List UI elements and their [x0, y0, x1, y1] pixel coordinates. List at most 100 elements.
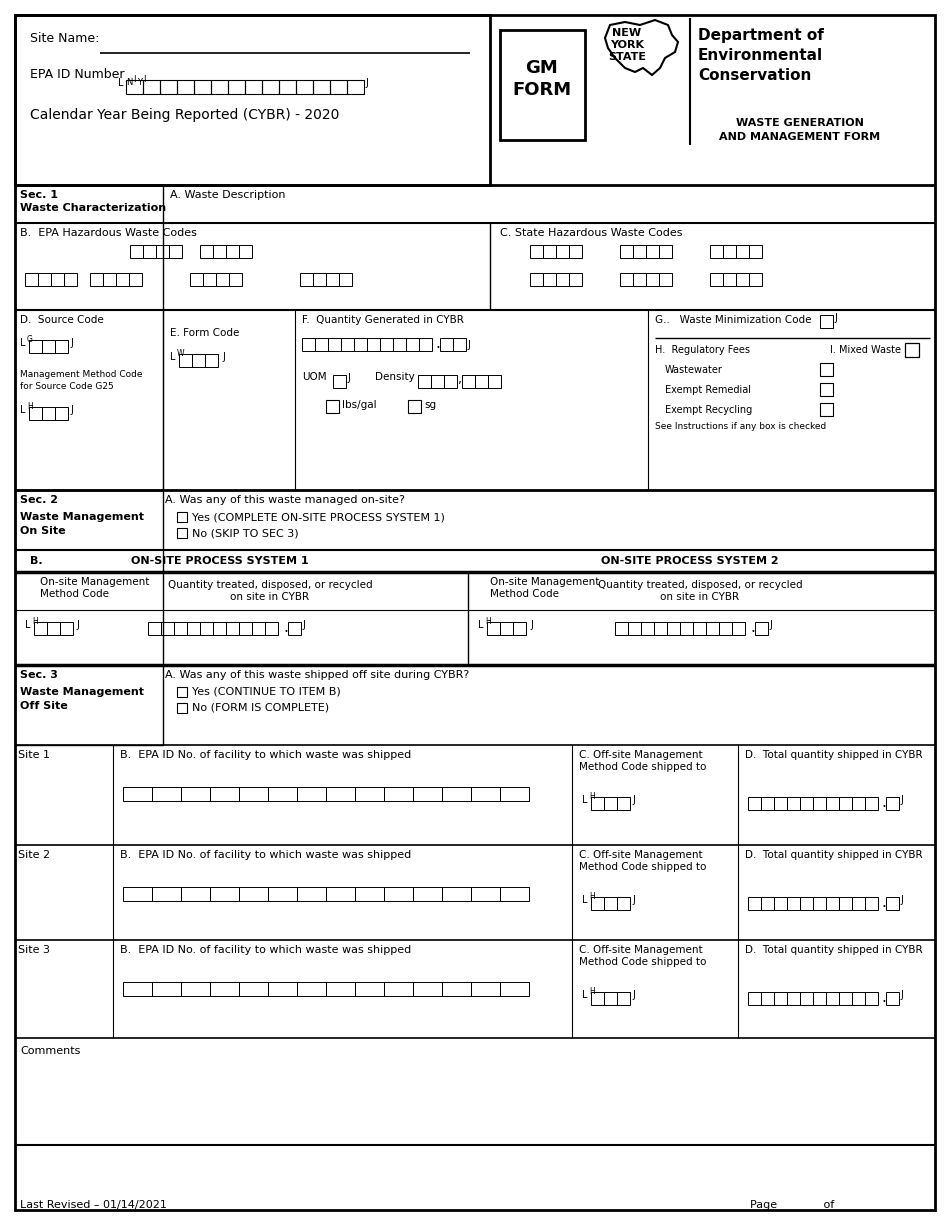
Bar [143, 245, 156, 258]
Bar [262, 80, 279, 93]
Bar [604, 897, 617, 910]
Bar [852, 897, 865, 910]
Text: Department of: Department of [698, 28, 824, 43]
Bar [826, 993, 839, 1005]
Bar [413, 887, 442, 902]
Text: J: J [900, 795, 902, 804]
Bar [64, 273, 77, 287]
Bar [442, 787, 471, 801]
Bar [886, 897, 899, 910]
Bar [226, 622, 239, 635]
Bar [179, 354, 192, 367]
Bar [177, 528, 187, 538]
Bar [245, 80, 262, 93]
Text: Site 3: Site 3 [18, 945, 50, 954]
Text: Waste Management: Waste Management [20, 512, 144, 522]
Text: L: L [118, 77, 124, 89]
Bar [706, 622, 719, 635]
Bar [820, 315, 833, 328]
Bar [239, 245, 252, 258]
Bar [34, 622, 47, 635]
Text: ON-SITE PROCESS SYSTEM 2: ON-SITE PROCESS SYSTEM 2 [601, 556, 779, 566]
Bar [800, 993, 813, 1005]
Bar [187, 622, 200, 635]
Text: Comments: Comments [20, 1046, 81, 1057]
Bar [530, 245, 543, 258]
Bar [530, 273, 543, 287]
Text: Yes (CONTINUE TO ITEM B): Yes (CONTINUE TO ITEM B) [192, 688, 341, 697]
Bar [462, 375, 475, 387]
Bar [213, 245, 226, 258]
Bar [181, 787, 210, 801]
Bar [297, 787, 326, 801]
Bar [761, 797, 774, 811]
Bar [326, 787, 355, 801]
Bar [408, 400, 421, 413]
Text: J: J [222, 352, 225, 362]
Bar [418, 375, 431, 387]
Bar [177, 512, 187, 522]
Text: sg: sg [424, 400, 436, 410]
Bar [641, 622, 654, 635]
Text: Calendar Year Being Reported (CYBR) - 2020: Calendar Year Being Reported (CYBR) - 20… [30, 108, 339, 122]
Bar [839, 993, 852, 1005]
Text: .: . [435, 336, 440, 351]
Bar [313, 80, 330, 93]
Text: Quantity treated, disposed, or recycled
on site in CYBR: Quantity treated, disposed, or recycled … [168, 581, 372, 601]
Bar [38, 273, 51, 287]
Text: Waste Characterization: Waste Characterization [20, 203, 166, 213]
Bar [604, 993, 617, 1005]
Bar [252, 622, 265, 635]
Text: D.  Total quantity shipped in CYBR: D. Total quantity shipped in CYBR [745, 850, 922, 860]
Bar [413, 787, 442, 801]
Text: L: L [20, 338, 26, 348]
Text: NEW: NEW [612, 28, 641, 38]
Bar [905, 343, 919, 357]
Bar [628, 622, 641, 635]
Bar [15, 15, 490, 184]
Text: for Source Code G25: for Source Code G25 [20, 383, 114, 391]
Bar [440, 338, 453, 351]
Text: C. Off-site Management
Method Code shipped to: C. Off-site Management Method Code shipp… [579, 850, 707, 872]
Text: B.  EPA ID No. of facility to which waste was shipped: B. EPA ID No. of facility to which waste… [120, 945, 411, 954]
Bar [279, 80, 296, 93]
Bar [126, 80, 143, 93]
Bar [591, 797, 604, 811]
Bar [406, 338, 419, 351]
Text: J: J [632, 990, 635, 1000]
Text: Y: Y [137, 77, 142, 87]
Text: H: H [32, 617, 38, 626]
Bar [288, 622, 301, 635]
Text: .: . [881, 990, 885, 1005]
Bar [347, 80, 364, 93]
Bar [300, 273, 313, 287]
Bar [748, 897, 761, 910]
Bar [886, 993, 899, 1005]
Text: AND MANAGEMENT FORM: AND MANAGEMENT FORM [719, 132, 881, 141]
Text: L: L [478, 620, 484, 630]
Bar [556, 273, 569, 287]
Bar [813, 993, 826, 1005]
Text: J: J [900, 895, 902, 905]
Text: No (SKIP TO SEC 3): No (SKIP TO SEC 3) [192, 528, 298, 538]
Text: H: H [589, 792, 595, 801]
Text: WASTE GENERATION: WASTE GENERATION [736, 118, 864, 128]
Bar [556, 245, 569, 258]
Bar [268, 787, 297, 801]
Text: I. Mixed Waste: I. Mixed Waste [830, 344, 901, 355]
Bar [210, 887, 239, 902]
Text: ,: , [458, 373, 462, 386]
Bar [453, 338, 466, 351]
Bar [169, 245, 182, 258]
Bar [500, 982, 529, 996]
Bar [296, 80, 313, 93]
Bar [865, 897, 878, 910]
Bar [42, 407, 55, 419]
Bar [210, 787, 239, 801]
Bar [820, 383, 833, 396]
Bar [103, 273, 116, 287]
Bar [646, 273, 659, 287]
Bar [471, 982, 500, 996]
Text: D.  Total quantity shipped in CYBR: D. Total quantity shipped in CYBR [745, 945, 922, 954]
Bar [604, 797, 617, 811]
